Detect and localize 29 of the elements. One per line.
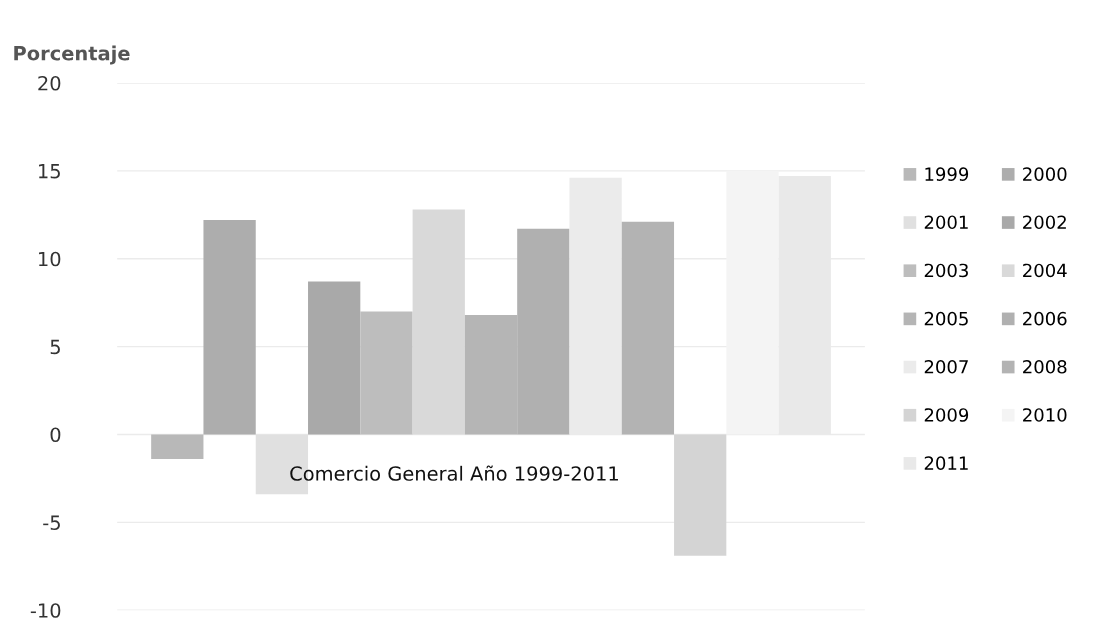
legend-label: 2001 bbox=[924, 215, 968, 230]
bar bbox=[308, 281, 361, 435]
legend-label: 1999 bbox=[925, 167, 969, 181]
y-tick-label: 20 bbox=[38, 75, 61, 91]
y-tick-label: -5 bbox=[43, 515, 60, 530]
y-tick-label: -10 bbox=[30, 603, 61, 618]
bar bbox=[412, 209, 465, 435]
legend-label: 2006 bbox=[1023, 311, 1067, 326]
legend-label: 2003 bbox=[924, 263, 968, 278]
legend-label: 2002 bbox=[1023, 215, 1066, 230]
y-tick-label: 15 bbox=[39, 164, 60, 179]
y-tick-label: 5 bbox=[50, 339, 60, 355]
legend-label: 2008 bbox=[1023, 359, 1067, 374]
bar bbox=[360, 311, 413, 435]
legend-label: 2007 bbox=[924, 359, 968, 374]
bar bbox=[151, 434, 204, 460]
y-tick-label: 10 bbox=[39, 251, 61, 267]
annotation: Comercio General Año 1999-2011 bbox=[290, 465, 618, 481]
legend-label: 2004 bbox=[1023, 263, 1067, 278]
bar bbox=[674, 434, 727, 556]
legend-label: 2010 bbox=[1023, 408, 1067, 422]
bar bbox=[621, 221, 675, 435]
bar bbox=[203, 220, 256, 435]
legend-label: 2005 bbox=[924, 311, 968, 326]
y-axis-title: Porcentaje bbox=[14, 45, 130, 65]
legend-label: 2009 bbox=[924, 408, 969, 422]
legend-label: 2011 bbox=[924, 456, 968, 470]
legend-label: 2000 bbox=[1023, 167, 1067, 181]
y-tick-label: 0 bbox=[50, 427, 61, 443]
